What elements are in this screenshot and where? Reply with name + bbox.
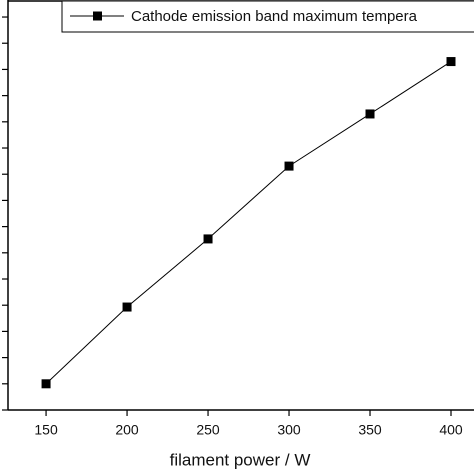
data-point (41, 379, 51, 389)
x-tick-label: 350 (358, 422, 382, 438)
x-tick-label: 400 (439, 422, 463, 438)
legend-label: Cathode emission band maximum tempera (131, 8, 418, 25)
x-tick-label: 250 (196, 422, 220, 438)
x-tick-label: 150 (34, 422, 58, 438)
x-axis-title: filament power / W (170, 450, 311, 469)
x-tick-label: 300 (277, 422, 301, 438)
x-tick-label: 200 (115, 422, 139, 438)
data-point (365, 109, 375, 119)
data-point (203, 234, 213, 244)
data-point (446, 57, 456, 67)
data-point (284, 161, 294, 171)
data-point (122, 302, 132, 312)
series-line (45, 61, 452, 385)
legend-box (61, 0, 474, 33)
legend-marker (93, 11, 102, 21)
